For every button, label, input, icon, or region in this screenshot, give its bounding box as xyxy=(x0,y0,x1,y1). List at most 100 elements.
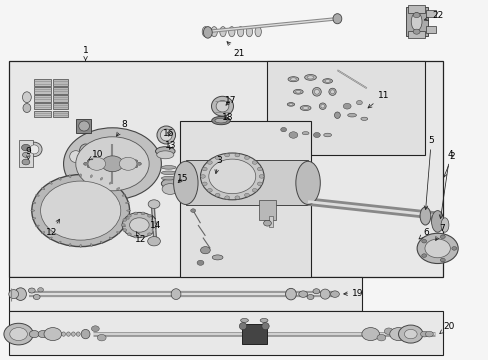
Circle shape xyxy=(122,219,126,221)
Ellipse shape xyxy=(203,27,212,38)
Circle shape xyxy=(440,235,445,239)
Ellipse shape xyxy=(246,27,252,37)
Circle shape xyxy=(312,289,319,294)
Ellipse shape xyxy=(23,104,31,113)
Circle shape xyxy=(257,167,262,171)
Ellipse shape xyxy=(212,255,223,260)
Ellipse shape xyxy=(9,289,19,299)
Text: 6: 6 xyxy=(418,228,428,239)
Circle shape xyxy=(152,219,156,221)
Circle shape xyxy=(134,212,138,215)
Circle shape xyxy=(97,167,101,170)
Circle shape xyxy=(425,331,432,337)
Ellipse shape xyxy=(323,133,331,137)
Text: 14: 14 xyxy=(149,216,161,230)
Ellipse shape xyxy=(15,288,26,300)
Circle shape xyxy=(41,181,121,240)
Ellipse shape xyxy=(26,142,42,157)
Ellipse shape xyxy=(90,244,92,246)
Circle shape xyxy=(87,160,91,163)
Circle shape xyxy=(110,167,114,170)
Ellipse shape xyxy=(295,161,320,204)
Circle shape xyxy=(234,153,239,157)
Circle shape xyxy=(424,239,449,258)
Text: 4: 4 xyxy=(438,150,452,219)
Ellipse shape xyxy=(328,88,336,95)
Bar xyxy=(19,140,33,167)
Circle shape xyxy=(244,156,249,159)
Ellipse shape xyxy=(332,14,341,24)
Text: 18: 18 xyxy=(222,113,233,122)
Text: 17: 17 xyxy=(224,96,236,105)
Circle shape xyxy=(76,137,149,191)
Bar xyxy=(185,160,307,205)
Circle shape xyxy=(412,13,419,18)
Ellipse shape xyxy=(211,27,217,37)
Circle shape xyxy=(389,328,407,341)
Ellipse shape xyxy=(288,103,292,105)
Ellipse shape xyxy=(324,80,330,82)
Ellipse shape xyxy=(69,151,81,163)
Bar xyxy=(9,61,442,277)
Ellipse shape xyxy=(314,89,319,94)
Bar xyxy=(53,95,68,102)
Circle shape xyxy=(134,165,138,168)
Ellipse shape xyxy=(160,129,172,141)
Circle shape xyxy=(280,127,286,132)
Bar xyxy=(266,61,425,155)
Circle shape xyxy=(404,329,416,339)
Circle shape xyxy=(141,235,144,238)
Ellipse shape xyxy=(161,171,176,175)
Ellipse shape xyxy=(440,218,448,232)
Circle shape xyxy=(440,258,445,262)
Circle shape xyxy=(252,161,257,164)
Circle shape xyxy=(38,288,43,292)
Ellipse shape xyxy=(61,332,65,336)
Circle shape xyxy=(38,330,48,338)
Ellipse shape xyxy=(81,329,90,339)
Circle shape xyxy=(259,175,264,178)
Circle shape xyxy=(208,159,255,194)
Circle shape xyxy=(110,157,114,160)
Ellipse shape xyxy=(215,118,226,123)
Ellipse shape xyxy=(419,207,430,225)
Text: 7: 7 xyxy=(435,224,445,240)
Ellipse shape xyxy=(239,323,246,330)
Circle shape xyxy=(102,156,123,172)
Ellipse shape xyxy=(306,76,313,79)
Circle shape xyxy=(384,328,392,334)
Ellipse shape xyxy=(162,184,178,194)
Ellipse shape xyxy=(347,113,356,117)
Ellipse shape xyxy=(59,177,61,180)
Circle shape xyxy=(29,330,39,338)
Circle shape xyxy=(127,233,131,236)
Bar xyxy=(76,119,91,133)
Circle shape xyxy=(234,196,239,199)
Text: 20: 20 xyxy=(439,322,454,334)
Circle shape xyxy=(361,328,379,341)
Text: 10: 10 xyxy=(88,150,103,160)
Circle shape xyxy=(87,165,91,168)
Circle shape xyxy=(207,189,212,192)
Ellipse shape xyxy=(79,121,89,131)
Ellipse shape xyxy=(320,104,324,108)
Circle shape xyxy=(215,193,220,197)
Ellipse shape xyxy=(69,244,71,246)
Bar xyxy=(180,121,310,277)
Ellipse shape xyxy=(79,144,92,158)
Bar xyxy=(9,277,361,311)
Text: 21: 21 xyxy=(226,42,244,58)
Ellipse shape xyxy=(41,188,45,190)
Circle shape xyxy=(124,158,128,161)
Text: 19: 19 xyxy=(343,288,363,297)
Ellipse shape xyxy=(430,211,443,232)
Ellipse shape xyxy=(66,147,85,166)
Ellipse shape xyxy=(156,151,174,159)
Bar xyxy=(242,324,266,344)
Text: 8: 8 xyxy=(116,120,127,136)
Circle shape xyxy=(224,196,229,199)
Bar xyxy=(53,79,68,86)
Circle shape xyxy=(134,160,138,163)
Circle shape xyxy=(147,233,151,236)
Ellipse shape xyxy=(116,231,120,234)
